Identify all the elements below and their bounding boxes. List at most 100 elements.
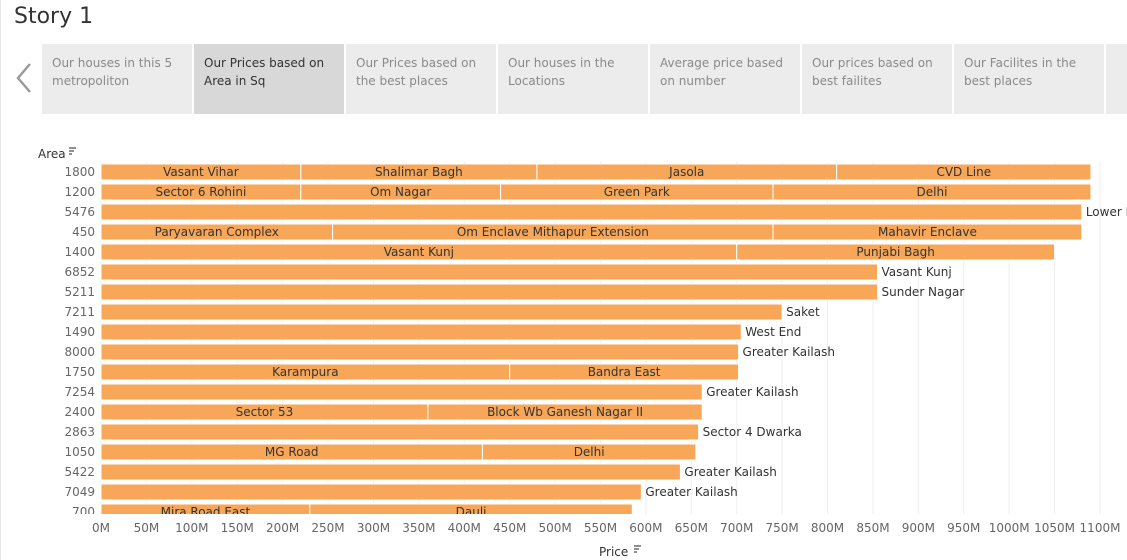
x-tick-label: 500M — [538, 521, 571, 535]
x-tick-label: 400M — [448, 521, 481, 535]
chevron-left-icon — [16, 63, 31, 93]
bar-segment[interactable] — [100, 343, 740, 361]
bars-group: 1800 Vasant Vihar Shalimar Bagh Jasola CVD L… — [64, 163, 1127, 520]
story-point-tabs: Our houses in this 5 metropoliton Our Pr… — [42, 44, 1127, 114]
bar-segment[interactable] — [481, 443, 697, 461]
x-tick-label: 1000M — [989, 521, 1030, 535]
y-tick-label: 1200 — [64, 185, 95, 199]
left-border — [0, 0, 1, 560]
x-tick-label: 600M — [629, 521, 662, 535]
bar-segment[interactable] — [100, 323, 742, 341]
y-tick-label: 7254 — [64, 385, 95, 399]
bar-data-label: Om Enclave Mithapur Extension — [457, 225, 649, 239]
bar-data-label: Karampura — [272, 365, 339, 379]
story-tab-houses-metropolitan[interactable]: Our houses in this 5 metropoliton — [42, 44, 192, 114]
bar-data-label: Om Nagar — [370, 185, 431, 199]
x-tick-label: 800M — [811, 521, 844, 535]
story-tab-average-price[interactable]: Average price based on number — [650, 44, 800, 114]
bar-segment[interactable] — [100, 263, 878, 281]
y-tick-label: 1750 — [64, 365, 95, 379]
y-axis-title: Area — [38, 147, 66, 161]
story-tab-houses-locations[interactable]: Our houses in the Locations — [498, 44, 648, 114]
x-tick-label: 550M — [584, 521, 617, 535]
bar-data-label: Dauli — [456, 505, 487, 519]
bar-segment[interactable] — [427, 403, 703, 421]
bar-segment[interactable] — [100, 283, 878, 301]
x-tick-label: 950M — [947, 521, 980, 535]
bar-data-label: Lower Parel — [1086, 205, 1127, 219]
y-tick-label: 5211 — [64, 285, 95, 299]
y-tick-label: 1400 — [64, 245, 95, 259]
y-tick-label: 700 — [72, 505, 95, 519]
bar-data-label: Paryavaran Complex — [155, 225, 279, 239]
bar-chart-svg: 1800 Vasant Vihar Shalimar Bagh Jasola CVD L… — [38, 147, 1127, 559]
story-title: Story 1 — [14, 4, 94, 29]
x-tick-label: 1100M — [1080, 521, 1121, 535]
y-tick-label: 8000 — [64, 345, 95, 359]
bar-data-label: Delhi — [917, 185, 948, 199]
bar-data-label: Shalimar Bagh — [375, 165, 463, 179]
bar-data-label: Sector 53 — [236, 405, 294, 419]
x-tick-label: 350M — [402, 521, 435, 535]
x-tick-label: 650M — [675, 521, 708, 535]
y-tick-label: 7049 — [64, 485, 95, 499]
bar-data-label: Vasant Kunj — [881, 265, 951, 279]
x-tick-label: 150M — [221, 521, 254, 535]
bar-segment[interactable] — [100, 203, 1083, 221]
x-axis-title: Price — [599, 545, 628, 559]
x-tick-label: 50M — [134, 521, 160, 535]
bar-data-label: Greater Kailash — [684, 465, 776, 479]
price-by-area-chart: 1800 Vasant Vihar Shalimar Bagh Jasola CVD L… — [0, 140, 1127, 560]
bar-data-label: Sunder Nagar — [881, 285, 964, 299]
bar-segment[interactable] — [100, 483, 642, 501]
bar-segment[interactable] — [836, 163, 1092, 181]
bar-data-label: Vasant Vihar — [163, 165, 239, 179]
bar-segment[interactable] — [772, 183, 1092, 201]
bar-segment[interactable] — [736, 243, 1056, 261]
bar-segment[interactable] — [100, 463, 681, 481]
bar-data-label: Vasant Kunj — [384, 245, 454, 259]
previous-story-point-button[interactable] — [12, 60, 38, 96]
y-tick-label: 6852 — [64, 265, 95, 279]
x-tick-label: 750M — [766, 521, 799, 535]
story-tab-next[interactable] — [1106, 44, 1127, 114]
bar-segment[interactable] — [100, 383, 703, 401]
bar-data-label: Greater Kailash — [743, 345, 835, 359]
bar-segment[interactable] — [100, 303, 783, 321]
x-tick-label: 900M — [902, 521, 935, 535]
bar-data-label: Jasola — [668, 165, 704, 179]
x-tick-label: 200M — [266, 521, 299, 535]
x-tick-label: 1050M — [1034, 521, 1075, 535]
y-tick-label: 7211 — [64, 305, 95, 319]
bar-segment[interactable] — [100, 423, 700, 441]
bar-data-label: Greater Kailash — [645, 485, 737, 499]
x-tick-label: 0M — [92, 521, 110, 535]
bar-data-label: West End — [745, 325, 801, 339]
y-tick-label: 5476 — [64, 205, 95, 219]
y-tick-label: 1800 — [64, 165, 95, 179]
bar-data-label: Delhi — [574, 445, 605, 459]
bar-data-label: Saket — [786, 305, 820, 319]
story-tab-prices-facilities[interactable]: Our prices based on best failites — [802, 44, 952, 114]
y-tick-label: 1050 — [64, 445, 95, 459]
bar-data-label: CVD Line — [936, 165, 991, 179]
bar-data-label: Bandra East — [588, 365, 661, 379]
y-tick-label: 2863 — [64, 425, 95, 439]
x-tick-label: 700M — [720, 521, 753, 535]
bar-data-label: Block Wb Ganesh Nagar II — [487, 405, 643, 419]
story-tab-prices-best-places[interactable]: Our Prices based on the best places — [346, 44, 496, 114]
bar-data-label: Sector 6 Rohini — [155, 185, 246, 199]
x-tick-label: 250M — [311, 521, 344, 535]
story-tab-prices-area[interactable]: Our Prices based on Area in Sq — [194, 44, 344, 114]
x-tick-label: 300M — [357, 521, 390, 535]
story-tab-facilities-places[interactable]: Our Facilites in the best places — [954, 44, 1104, 114]
x-tick-label: 450M — [493, 521, 526, 535]
bar-data-label: Mahavir Enclave — [878, 225, 977, 239]
bar-segment[interactable] — [772, 223, 1083, 241]
bar-data-label: Mira Road East — [161, 505, 251, 519]
bar-segment[interactable] — [509, 363, 740, 381]
bar-data-label: Green Park — [604, 185, 670, 199]
bar-segment[interactable] — [309, 503, 633, 520]
x-tick-label: 100M — [175, 521, 208, 535]
bar-data-label: Sector 4 Dwarka — [703, 425, 802, 439]
